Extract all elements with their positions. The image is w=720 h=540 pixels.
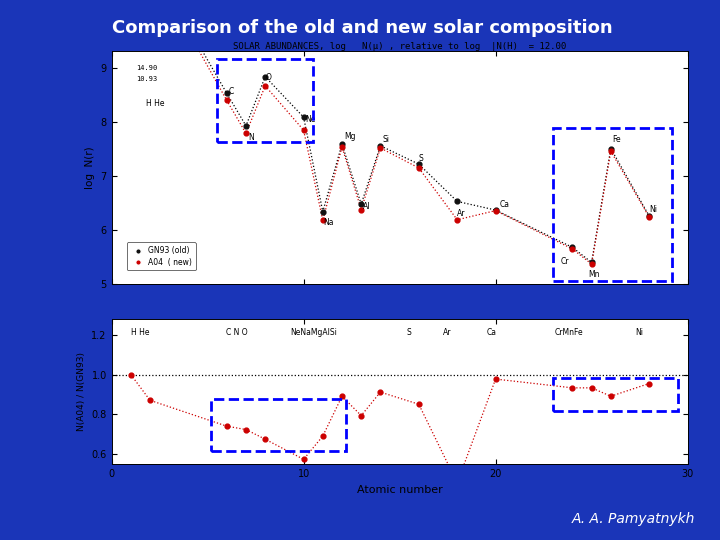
Text: NeNaMgAlSi: NeNaMgAlSi [289,328,337,336]
Point [317,207,328,216]
Text: Al: Al [363,201,371,211]
Point [451,197,463,206]
Text: Na: Na [323,218,333,227]
Y-axis label: log  N(r): log N(r) [85,146,95,188]
Text: S: S [407,328,412,336]
Point [586,383,598,392]
Point [605,147,616,156]
Point [586,258,598,267]
Bar [553,128,672,281]
Text: N: N [248,133,253,142]
Text: Ar: Ar [444,328,452,336]
Text: S: S [419,153,423,163]
Text: Fe: Fe [613,135,621,144]
Point [567,245,578,253]
Point [644,379,655,388]
Point [490,206,501,214]
Point [413,400,425,409]
Point [259,72,271,81]
Point [221,96,233,105]
Point [356,205,367,214]
Text: 14.90: 14.90 [137,65,158,71]
Point [374,144,386,152]
Point [336,143,348,151]
Point [259,82,271,90]
Bar [217,59,313,142]
Point [317,216,328,225]
Text: Comparison of the old and new solar composition: Comparison of the old and new solar comp… [112,19,612,37]
Text: 10.93: 10.93 [137,76,158,82]
Point [240,425,252,434]
Text: Ni: Ni [636,328,644,336]
Point [451,478,463,487]
Text: A. A. Pamyatnykh: A. A. Pamyatnykh [572,512,695,526]
Point [644,213,655,221]
Point [221,422,233,430]
Text: C N O: C N O [225,328,247,336]
Text: C: C [229,86,234,96]
Title: SOLAR ABUNDANCES, log   N(μ) , relative to log  |N(H)  = 12.00: SOLAR ABUNDANCES, log N(μ) , relative to… [233,42,566,51]
Point [605,144,616,153]
Point [144,396,156,404]
Point [298,455,310,464]
Text: CrMnFe: CrMnFe [554,328,583,336]
Point [644,212,655,220]
Text: Mg: Mg [344,132,356,141]
Text: Ca: Ca [487,328,497,336]
Point [605,392,616,401]
Point [317,432,328,441]
Text: H He: H He [131,328,150,336]
Bar [212,400,346,451]
Text: Ni: Ni [649,205,657,214]
Point [298,113,310,122]
Point [356,200,367,208]
Point [298,126,310,134]
Point [490,206,501,215]
Text: H He: H He [146,99,165,108]
X-axis label: Atomic number: Atomic number [356,485,443,495]
Y-axis label: N(A04) / N(GN93): N(A04) / N(GN93) [77,352,86,431]
Text: O: O [265,73,271,82]
Text: Cr: Cr [561,257,570,266]
Bar [553,377,678,411]
Point [221,89,233,98]
Point [490,375,501,383]
Point [259,435,271,443]
Point [413,164,425,172]
Point [374,141,386,150]
Text: Ne: Ne [305,115,316,124]
Point [336,140,348,149]
Legend: GN93 (old), A04  ( new): GN93 (old), A04 ( new) [127,242,196,271]
Point [125,370,137,379]
Point [336,392,348,401]
Text: Si: Si [382,135,390,144]
Text: Mn: Mn [588,269,599,279]
Point [356,411,367,420]
Point [567,383,578,392]
Point [567,243,578,252]
Point [374,388,386,396]
Point [586,260,598,268]
Text: Ar: Ar [457,208,466,218]
Point [413,160,425,168]
Point [451,215,463,224]
Point [240,122,252,130]
Text: Ca: Ca [500,200,510,209]
Point [240,129,252,138]
